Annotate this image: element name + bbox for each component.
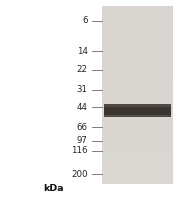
Bar xyxy=(102,151,173,154)
Bar xyxy=(102,143,173,146)
Bar xyxy=(102,71,173,74)
Bar xyxy=(102,113,173,116)
Bar xyxy=(102,149,173,151)
Bar xyxy=(102,104,173,107)
Text: 44: 44 xyxy=(77,103,88,112)
Bar xyxy=(102,50,173,53)
Text: 14: 14 xyxy=(77,47,88,56)
Text: kDa: kDa xyxy=(43,184,63,193)
Text: 66: 66 xyxy=(77,123,88,132)
Bar xyxy=(102,92,173,95)
Bar xyxy=(102,107,173,110)
Bar xyxy=(102,110,173,113)
Text: 31: 31 xyxy=(77,85,88,94)
Bar xyxy=(102,9,173,12)
Bar xyxy=(102,15,173,18)
Bar xyxy=(102,42,173,45)
Bar xyxy=(102,125,173,128)
Bar xyxy=(102,137,173,140)
Bar xyxy=(102,74,173,77)
Bar xyxy=(102,131,173,134)
Bar xyxy=(102,30,173,33)
Bar xyxy=(104,115,171,117)
Text: 116: 116 xyxy=(71,146,88,155)
Bar xyxy=(102,128,173,131)
Bar xyxy=(102,62,173,65)
Bar xyxy=(102,36,173,39)
Bar xyxy=(102,95,173,98)
Bar xyxy=(102,39,173,42)
Bar xyxy=(102,146,173,149)
Bar xyxy=(102,47,173,50)
Bar xyxy=(102,6,173,9)
Bar xyxy=(102,157,173,160)
Bar xyxy=(102,56,173,59)
Bar xyxy=(102,59,173,62)
Bar xyxy=(102,172,173,175)
Text: 97: 97 xyxy=(77,136,88,145)
Bar xyxy=(102,134,173,137)
Bar xyxy=(102,83,173,86)
Bar xyxy=(104,104,171,107)
Bar xyxy=(102,6,173,184)
Bar xyxy=(102,80,173,83)
Text: 22: 22 xyxy=(77,65,88,74)
Bar xyxy=(102,169,173,172)
Bar xyxy=(102,18,173,21)
Bar xyxy=(102,98,173,101)
Bar xyxy=(102,21,173,24)
Text: 200: 200 xyxy=(71,170,88,179)
Bar xyxy=(102,53,173,56)
Bar xyxy=(102,24,173,27)
Bar xyxy=(102,181,173,184)
Bar xyxy=(102,116,173,119)
Bar xyxy=(102,154,173,157)
Bar xyxy=(102,119,173,122)
Bar xyxy=(102,45,173,47)
Bar xyxy=(102,89,173,92)
Bar xyxy=(102,68,173,71)
Bar xyxy=(102,27,173,30)
Bar xyxy=(102,178,173,181)
Bar xyxy=(102,166,173,169)
Bar xyxy=(102,33,173,36)
Bar xyxy=(102,122,173,125)
Bar xyxy=(102,65,173,68)
Bar xyxy=(102,140,173,143)
Bar xyxy=(102,12,173,15)
Bar xyxy=(104,104,171,117)
Bar xyxy=(102,86,173,89)
Bar xyxy=(102,175,173,178)
Text: 6: 6 xyxy=(82,16,88,25)
Bar xyxy=(102,101,173,104)
Bar xyxy=(102,160,173,163)
Bar xyxy=(102,163,173,166)
Bar xyxy=(102,77,173,80)
